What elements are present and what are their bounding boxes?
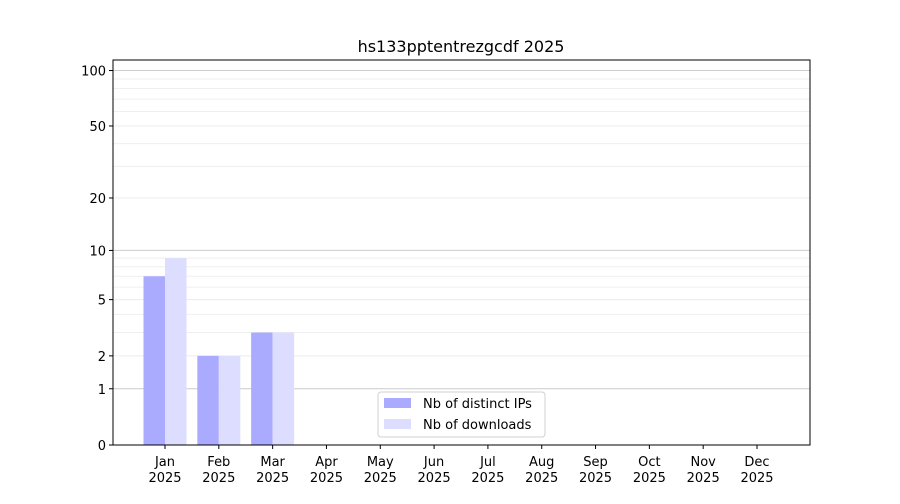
legend-label: Nb of downloads <box>423 418 532 433</box>
x-tick-label: Oct 2025 <box>633 455 666 486</box>
legend: Nb of distinct IPs Nb of downloads <box>377 391 546 438</box>
y-tick-label: 100 <box>81 65 106 80</box>
bar-distinct-ips <box>197 355 219 445</box>
y-tick-label: 1 <box>98 383 106 398</box>
x-tick-label: Sep 2025 <box>579 455 612 486</box>
bar-downloads <box>218 355 241 445</box>
chart-title: hs133pptentrezgcdf 2025 <box>358 37 565 56</box>
y-tick-label: 0 <box>98 439 106 454</box>
legend-swatch <box>384 419 411 429</box>
bar-distinct-ips <box>143 276 165 445</box>
legend-swatch <box>384 398 411 408</box>
x-tick-label: Jul 2025 <box>471 455 504 486</box>
x-tick-label: Mar 2025 <box>256 455 289 486</box>
x-tick-label: Feb 2025 <box>202 455 235 486</box>
x-tick-label: Aug 2025 <box>525 455 558 486</box>
bar-downloads <box>272 332 295 445</box>
y-tick-label: 2 <box>98 350 106 365</box>
x-tick-label: Nov 2025 <box>687 455 720 486</box>
y-tick-label: 10 <box>89 244 106 259</box>
x-tick-label: Jan 2025 <box>148 455 181 486</box>
y-tick-label: 20 <box>89 192 106 207</box>
x-tick-label: Dec 2025 <box>740 455 773 486</box>
y-tick-label: 5 <box>98 294 106 309</box>
x-tick-label: Apr 2025 <box>310 455 343 486</box>
legend-label: Nb of distinct IPs <box>423 397 532 412</box>
plot-frame <box>112 59 811 446</box>
y-tick-label: 50 <box>89 120 106 135</box>
bar-downloads <box>165 258 187 445</box>
bar-distinct-ips <box>251 332 273 445</box>
x-tick-label: Jun 2025 <box>418 455 451 486</box>
legend-box <box>377 391 546 438</box>
x-tick-label: May 2025 <box>364 455 397 486</box>
